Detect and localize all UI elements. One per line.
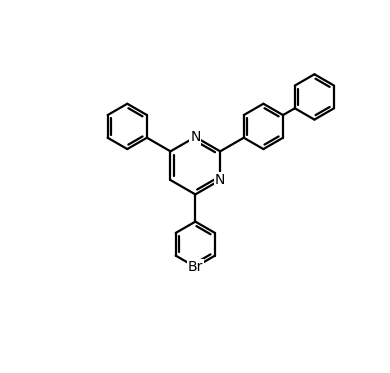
Text: N: N [215,173,225,187]
Text: N: N [190,130,200,144]
Text: Br: Br [188,260,203,274]
